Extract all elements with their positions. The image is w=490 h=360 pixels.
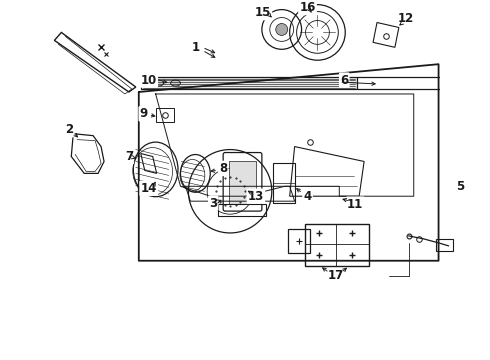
Text: 2: 2 bbox=[65, 123, 74, 136]
Bar bbox=[436, 239, 453, 251]
Bar bbox=[156, 108, 173, 122]
Text: 7: 7 bbox=[125, 150, 133, 163]
Text: 15: 15 bbox=[255, 6, 271, 19]
Text: 6: 6 bbox=[340, 73, 348, 86]
Bar bbox=[218, 204, 266, 216]
Text: 11: 11 bbox=[347, 198, 363, 211]
Text: 16: 16 bbox=[299, 1, 316, 14]
Bar bbox=[305, 224, 369, 266]
Text: 13: 13 bbox=[248, 190, 264, 203]
Text: 4: 4 bbox=[303, 190, 312, 203]
Circle shape bbox=[276, 23, 288, 35]
Text: 8: 8 bbox=[219, 162, 227, 175]
Text: 3: 3 bbox=[209, 197, 217, 210]
Bar bbox=[288, 229, 310, 253]
Text: 14: 14 bbox=[141, 182, 157, 195]
Text: 1: 1 bbox=[191, 41, 199, 54]
Text: 17: 17 bbox=[327, 269, 343, 282]
Ellipse shape bbox=[154, 80, 164, 86]
Bar bbox=[141, 77, 357, 89]
Ellipse shape bbox=[171, 80, 180, 86]
Bar bbox=[229, 162, 256, 204]
Text: 5: 5 bbox=[456, 180, 465, 193]
Text: 10: 10 bbox=[141, 73, 157, 86]
Text: 12: 12 bbox=[398, 12, 414, 25]
Text: 9: 9 bbox=[140, 107, 148, 120]
Bar bbox=[273, 163, 294, 203]
